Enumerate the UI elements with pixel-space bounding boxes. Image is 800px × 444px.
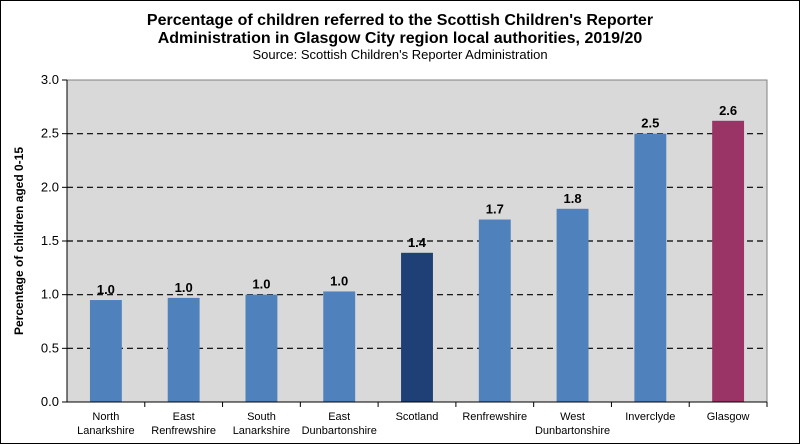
bar [167, 297, 200, 402]
x-tick-label: North [92, 411, 119, 423]
x-tick-label: East [173, 411, 195, 423]
bar [634, 133, 667, 402]
y-tick-label: 2.5 [41, 126, 59, 141]
x-tick-label: East [328, 411, 350, 423]
bar [323, 291, 356, 402]
data-label: 1.8 [564, 191, 582, 206]
x-tick-label: Renfrewshire [462, 411, 527, 423]
x-tick-label: Lanarkshire [77, 425, 134, 437]
chart-title-line-1: Percentage of children referred to the S… [147, 12, 653, 29]
x-tick-label: Inverclyde [625, 411, 675, 423]
data-label: 2.5 [641, 116, 659, 131]
x-tick-label: Scotland [396, 411, 439, 423]
y-tick-label: 2.0 [41, 179, 59, 194]
axes [62, 79, 768, 407]
y-tick-label: 0.0 [41, 394, 59, 409]
labels: 0.0 0.5 1.0 1.5 2.0 2.5 3.0 1.0 North Lanarkshire… [41, 72, 750, 437]
x-tick-label: West [560, 411, 585, 423]
x-tick-label: Dunbartonshire [535, 425, 610, 437]
bar [712, 120, 745, 402]
x-tick-label: Glasgow [707, 411, 750, 423]
data-label: 1.0 [97, 282, 115, 297]
data-label: 1.7 [486, 202, 504, 217]
bars [89, 120, 745, 402]
x-tick-label: South [247, 411, 276, 423]
x-tick-label: Renfrewshire [151, 425, 216, 437]
y-tick-label: 0.5 [41, 340, 59, 355]
y-tick-label: 1.0 [41, 287, 59, 302]
data-label: 1.4 [408, 235, 427, 250]
bar [245, 294, 278, 402]
y-axis-label: Percentage of children aged 0-15 [12, 147, 26, 335]
bar [556, 208, 589, 402]
data-label: 1.0 [330, 273, 348, 288]
x-tick-label: Lanarkshire [233, 425, 290, 437]
data-label: 1.0 [175, 280, 193, 295]
data-label: 1.0 [252, 277, 270, 292]
bar [478, 219, 511, 402]
bar [401, 252, 433, 402]
chart-title-line-2: Administration in Glasgow City region lo… [158, 30, 643, 47]
chart-subtitle: Source: Scottish Children's Reporter Adm… [252, 47, 547, 62]
data-label: 2.6 [719, 103, 737, 118]
x-tick-label: Dunbartonshire [302, 425, 377, 437]
y-tick-label: 1.5 [41, 233, 59, 248]
y-tick-label: 3.0 [41, 72, 59, 87]
bar [89, 300, 122, 402]
